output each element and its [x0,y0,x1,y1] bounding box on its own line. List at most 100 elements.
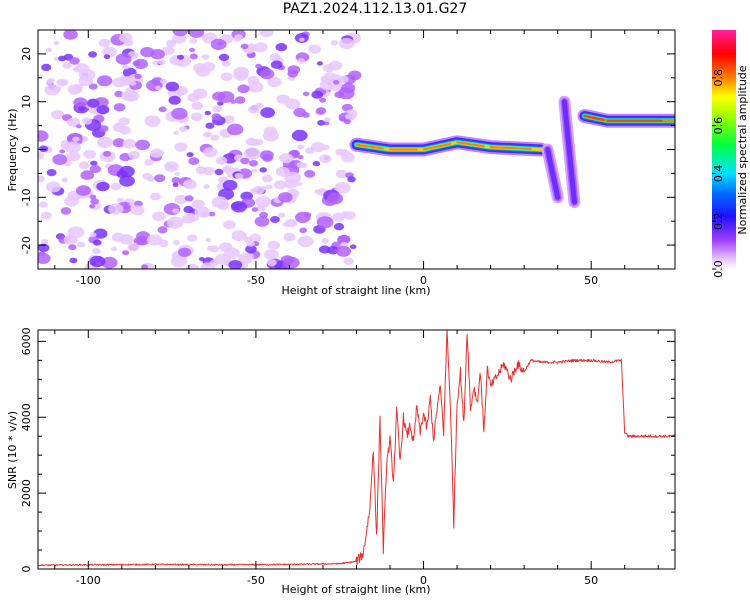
noise-blob [345,112,356,121]
noise-blob [93,228,108,239]
noise-blob [211,113,222,121]
noise-blob [333,222,345,231]
noise-blob [316,216,334,229]
noise-blob [233,36,242,42]
noise-blob [188,30,205,38]
noise-blob [178,247,192,257]
noise-blob [63,235,78,245]
noise-blob [203,184,210,189]
noise-blob [78,106,85,112]
noise-blob [93,239,102,246]
noise-blob [38,175,45,183]
noise-blob [296,181,303,187]
noise-blob [123,204,131,210]
noise-blob [234,172,244,179]
noise-blob [177,54,184,60]
noise-blob [122,138,137,149]
noise-blob [203,147,218,158]
noise-blob [291,221,298,227]
noise-blob [278,212,286,218]
noise-blob [295,211,311,223]
noise-blob [46,181,61,193]
noise-blob [267,76,282,88]
noise-blob [297,58,305,64]
noise-blob [141,264,149,269]
noise-blob [237,84,250,94]
noise-blob [68,244,77,251]
noise-blob [248,160,258,167]
noise-blob [287,65,301,75]
noise-blob [146,234,163,246]
noise-blob [136,231,151,242]
noise-blob [206,246,214,251]
noise-blob [38,243,50,252]
noise-blob [172,182,179,187]
noise-blob [168,95,181,105]
noise-blob [119,234,134,245]
noise-blob [220,72,233,81]
noise-blob [144,115,161,127]
noise-blob [172,33,187,44]
noise-blob [334,182,351,194]
noise-blob [118,117,130,126]
heatmap-feature-0 [38,30,362,269]
noise-blob [46,169,57,177]
noise-blob [348,70,362,81]
signal-track-layer-2 [561,99,577,205]
noise-blob [341,83,356,94]
noise-blob [332,212,346,222]
noise-blob [113,103,126,112]
noise-blob [275,166,290,177]
noise-blob [283,256,300,269]
noise-blob [297,155,304,160]
noise-blob [267,240,281,250]
noise-blob [222,115,235,124]
noise-blob [190,112,203,122]
noise-blob [285,98,301,110]
noise-blob [320,75,331,84]
noise-blob [166,216,184,229]
spectrogram-x-axis-label: Height of straight line (km) [281,284,430,297]
noise-blob [201,54,210,60]
x-tick-label: -100 [76,574,101,587]
x-tick-label: 50 [584,274,598,287]
noise-blob [103,54,111,59]
noise-blob [208,211,216,217]
noise-blob [244,147,261,160]
noise-blob [59,149,66,154]
noise-blob [47,77,56,83]
noise-blob [319,97,327,103]
colorbar-tick-label: 0.4 [712,165,725,183]
noise-blob [273,180,287,190]
noise-blob [96,136,113,148]
noise-blob [163,203,181,215]
noise-blob [73,83,84,91]
noise-blob [89,165,102,173]
noise-blob [183,206,194,213]
noise-blob [152,211,166,222]
noise-blob [66,117,81,128]
noise-blob [217,41,224,46]
noise-blob [312,160,321,167]
noise-blob [69,57,80,65]
noise-blob [76,124,82,129]
noise-blob [63,30,78,40]
colorbar-tick-label: 0.6 [712,117,725,135]
noise-blob [158,106,167,113]
noise-blob [52,154,68,165]
noise-blob [192,199,205,209]
spectrogram-y-ticks: -20 -10 0 10 20 [20,29,675,270]
y-tick-label: -20 [20,236,33,254]
noise-blob [337,234,351,245]
noise-blob [58,55,67,62]
noise-blob [289,149,300,157]
noise-blob [218,53,230,62]
noise-blob [110,246,118,252]
noise-blob [38,130,49,142]
snr-x-axis-label: Height of straight line (km) [281,583,430,596]
spectrogram-y-axis-label: Frequency (Hz) [6,109,19,192]
noise-blob [50,109,65,120]
noise-blob [114,122,122,128]
noise-blob [335,148,345,156]
